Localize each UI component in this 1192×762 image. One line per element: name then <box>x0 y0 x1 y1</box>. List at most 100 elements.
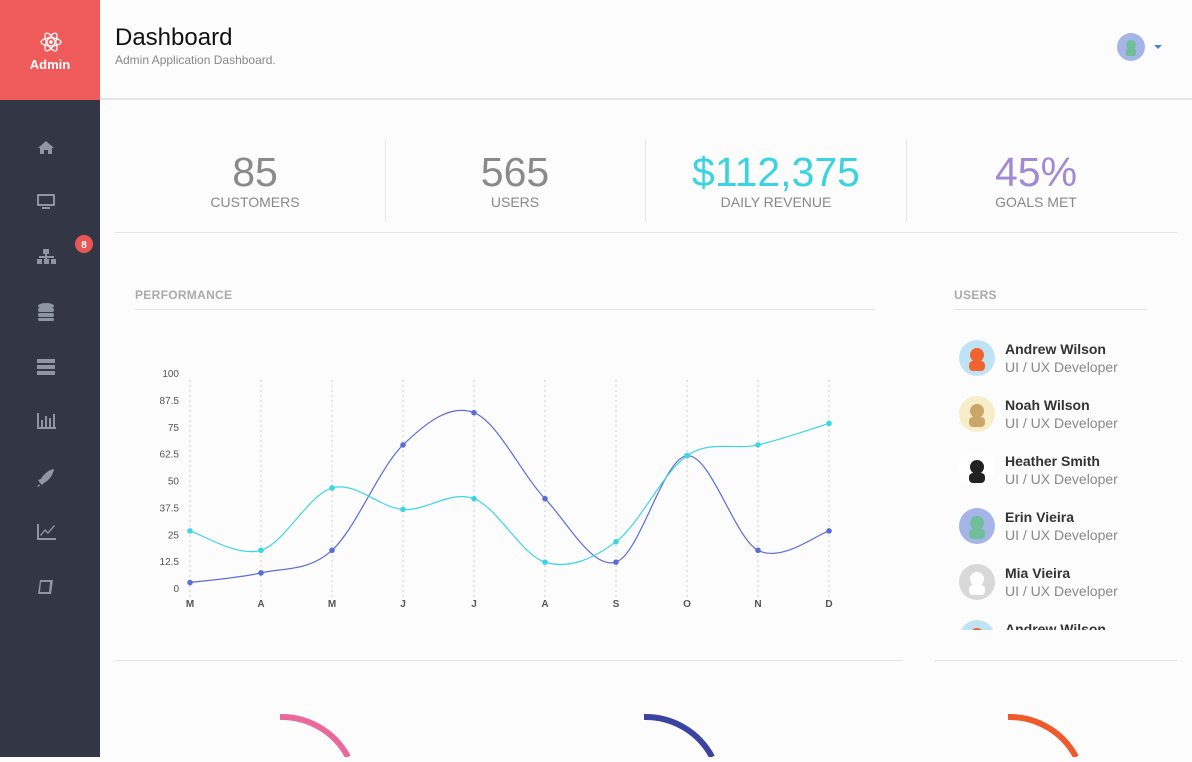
logo-icon <box>40 32 62 52</box>
data-point <box>613 538 619 545</box>
user-role: UI / UX Developer <box>1005 415 1118 431</box>
user-row[interactable]: Mia Vieira UI / UX Developer <box>950 559 1170 615</box>
user-row[interactable]: Noah Wilson UI / UX Developer <box>950 391 1170 447</box>
user-row[interactable]: Erin Vieira UI / UX Developer <box>950 503 1170 559</box>
y-tick-label: 12.5 <box>160 557 180 568</box>
sidebar: 8 <box>0 0 100 757</box>
user-name: Andrew Wilson <box>1005 341 1106 357</box>
page-subtitle: Admin Application Dashboard. <box>115 53 276 67</box>
book-icon[interactable] <box>38 580 53 594</box>
user-role: UI / UX Developer <box>1005 527 1118 543</box>
user-name: Erin Vieira <box>1005 509 1075 525</box>
gauge-arc <box>643 713 715 757</box>
data-point <box>258 570 264 576</box>
server-icon[interactable] <box>37 359 55 375</box>
y-tick-label: 0 <box>173 584 179 595</box>
performance-chart: 0 12.5 25 37.5 50 62.5 75 87.5 100 M A M J J A S O N D <box>160 369 833 610</box>
avatar <box>959 508 995 544</box>
series-line <box>189 409 830 584</box>
y-tick-label: 50 <box>168 477 180 488</box>
data-point <box>826 528 832 534</box>
stat: $112,375 DAILY REVENUE <box>646 140 906 222</box>
page-title: Dashboard <box>115 24 233 51</box>
series-line <box>189 422 830 566</box>
header <box>100 0 1192 100</box>
divider <box>906 140 907 222</box>
sitemap-icon[interactable] <box>37 249 56 264</box>
data-point <box>329 547 335 554</box>
user-name: Mia Vieira <box>1005 565 1071 581</box>
stat-value: 45% <box>994 149 1078 195</box>
avatar-figure <box>969 585 985 595</box>
separator <box>954 309 1147 310</box>
avatar-figure <box>969 473 985 483</box>
stat-value: 565 <box>480 149 550 195</box>
x-tick-label: D <box>825 599 832 610</box>
avatar-figure <box>972 628 982 630</box>
x-tick-label: J <box>400 599 406 610</box>
data-point <box>542 495 548 502</box>
x-tick-label: M <box>328 599 336 610</box>
logo-text: Admin <box>29 57 71 72</box>
avatar-bg <box>960 620 994 630</box>
stat-label: USERS <box>490 194 540 210</box>
monitor-icon[interactable] <box>37 194 55 209</box>
stat-value: $112,375 <box>692 149 860 195</box>
logo[interactable]: Admin <box>0 0 100 100</box>
rocket-icon[interactable] <box>37 469 54 487</box>
data-point <box>187 579 193 586</box>
y-tick-label: 75 <box>168 423 180 434</box>
data-point <box>400 442 406 448</box>
y-tick-label: 37.5 <box>160 503 180 514</box>
badge-count: 8 <box>81 240 87 251</box>
avatar <box>959 340 995 376</box>
avatar-figure <box>970 348 984 362</box>
bar-icon[interactable] <box>37 413 56 429</box>
data-point <box>400 506 406 513</box>
stat-label: GOALS MET <box>995 194 1077 210</box>
user-row[interactable]: Heather Smith UI / UX Developer <box>950 447 1170 503</box>
separator <box>135 309 875 310</box>
home-icon[interactable] <box>38 141 54 154</box>
data-point <box>613 559 619 565</box>
x-tick-label: S <box>613 599 620 610</box>
user-role: UI / UX Developer <box>1005 471 1118 487</box>
stat-value: 85 <box>232 149 278 195</box>
user-name: Andrew Wilson <box>1005 621 1106 630</box>
stat: 45% GOALS MET <box>906 140 1166 222</box>
x-tick-label: O <box>683 599 691 610</box>
data-point <box>826 420 832 427</box>
y-tick-label: 62.5 <box>160 450 180 461</box>
x-tick-label: N <box>754 599 761 610</box>
avatar-figure <box>970 572 984 586</box>
gauge-arc <box>279 713 351 757</box>
avatar <box>959 564 995 600</box>
database-icon[interactable] <box>38 303 54 321</box>
separator <box>115 232 1177 233</box>
separator <box>934 660 1177 661</box>
y-tick-label: 100 <box>162 369 179 380</box>
y-tick-label: 87.5 <box>160 396 180 407</box>
data-point <box>755 547 761 554</box>
data-point <box>471 409 477 416</box>
stat-label: DAILY REVENUE <box>720 194 832 210</box>
stat: 85 CUSTOMERS <box>125 140 385 222</box>
section-title: USERS <box>954 288 997 302</box>
user-menu[interactable] <box>1115 31 1165 63</box>
data-point <box>187 528 193 534</box>
divider <box>645 140 646 222</box>
divider <box>385 140 386 222</box>
x-tick-label: J <box>471 599 477 610</box>
user-name: Heather Smith <box>1005 453 1100 469</box>
avatar-figure <box>969 361 985 371</box>
data-point <box>258 547 264 554</box>
user-row[interactable]: Andrew Wilson UI / UX Developer <box>950 335 1170 391</box>
gauge-arc <box>1007 713 1079 757</box>
x-tick-label: A <box>257 599 264 610</box>
avatar <box>959 396 995 432</box>
separator <box>115 660 903 661</box>
user-role: UI / UX Developer <box>1005 359 1118 375</box>
trend-icon[interactable] <box>37 524 56 540</box>
